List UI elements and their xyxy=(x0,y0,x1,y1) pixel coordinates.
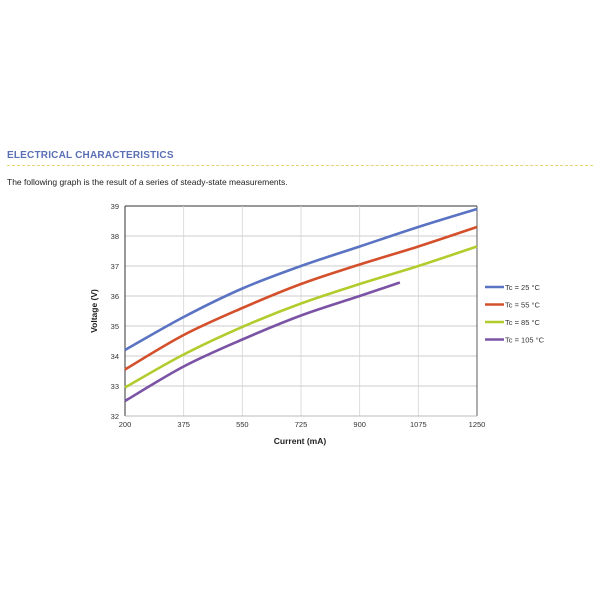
x-tick-label: 900 xyxy=(353,420,366,429)
legend-label-3: Tc = 105 °C xyxy=(505,336,545,345)
x-tick-label: 550 xyxy=(236,420,249,429)
series-line-0 xyxy=(124,207,478,352)
y-tick-label: 39 xyxy=(111,202,119,211)
y-tick-label: 37 xyxy=(111,262,119,271)
x-tick-label: 375 xyxy=(177,420,190,429)
x-tick-label: 1250 xyxy=(469,420,486,429)
y-tick-label: 34 xyxy=(111,352,119,361)
y-axis-label: Voltage (V) xyxy=(89,289,99,333)
y-tick-label: 38 xyxy=(111,232,119,241)
y-tick-label: 35 xyxy=(111,322,119,331)
series-line-1 xyxy=(124,225,478,371)
y-tick-label: 32 xyxy=(111,412,119,421)
intro-text: The following graph is the result of a s… xyxy=(7,177,288,187)
x-axis-label: Current (mA) xyxy=(274,436,327,446)
x-tick-label: 1075 xyxy=(410,420,427,429)
series-line-3 xyxy=(124,281,401,403)
series-line-2 xyxy=(124,245,478,389)
legend-label-0: Tc = 25 °C xyxy=(505,283,540,292)
y-tick-label: 33 xyxy=(111,382,119,391)
x-tick-label: 200 xyxy=(119,420,132,429)
legend-label-2: Tc = 85 °C xyxy=(505,318,540,327)
section-divider xyxy=(7,165,593,166)
y-tick-label: 36 xyxy=(111,292,119,301)
x-tick-label: 725 xyxy=(295,420,308,429)
section-heading: ELECTRICAL CHARACTERISTICS xyxy=(7,150,174,161)
legend-label-1: Tc = 55 °C xyxy=(505,301,540,310)
